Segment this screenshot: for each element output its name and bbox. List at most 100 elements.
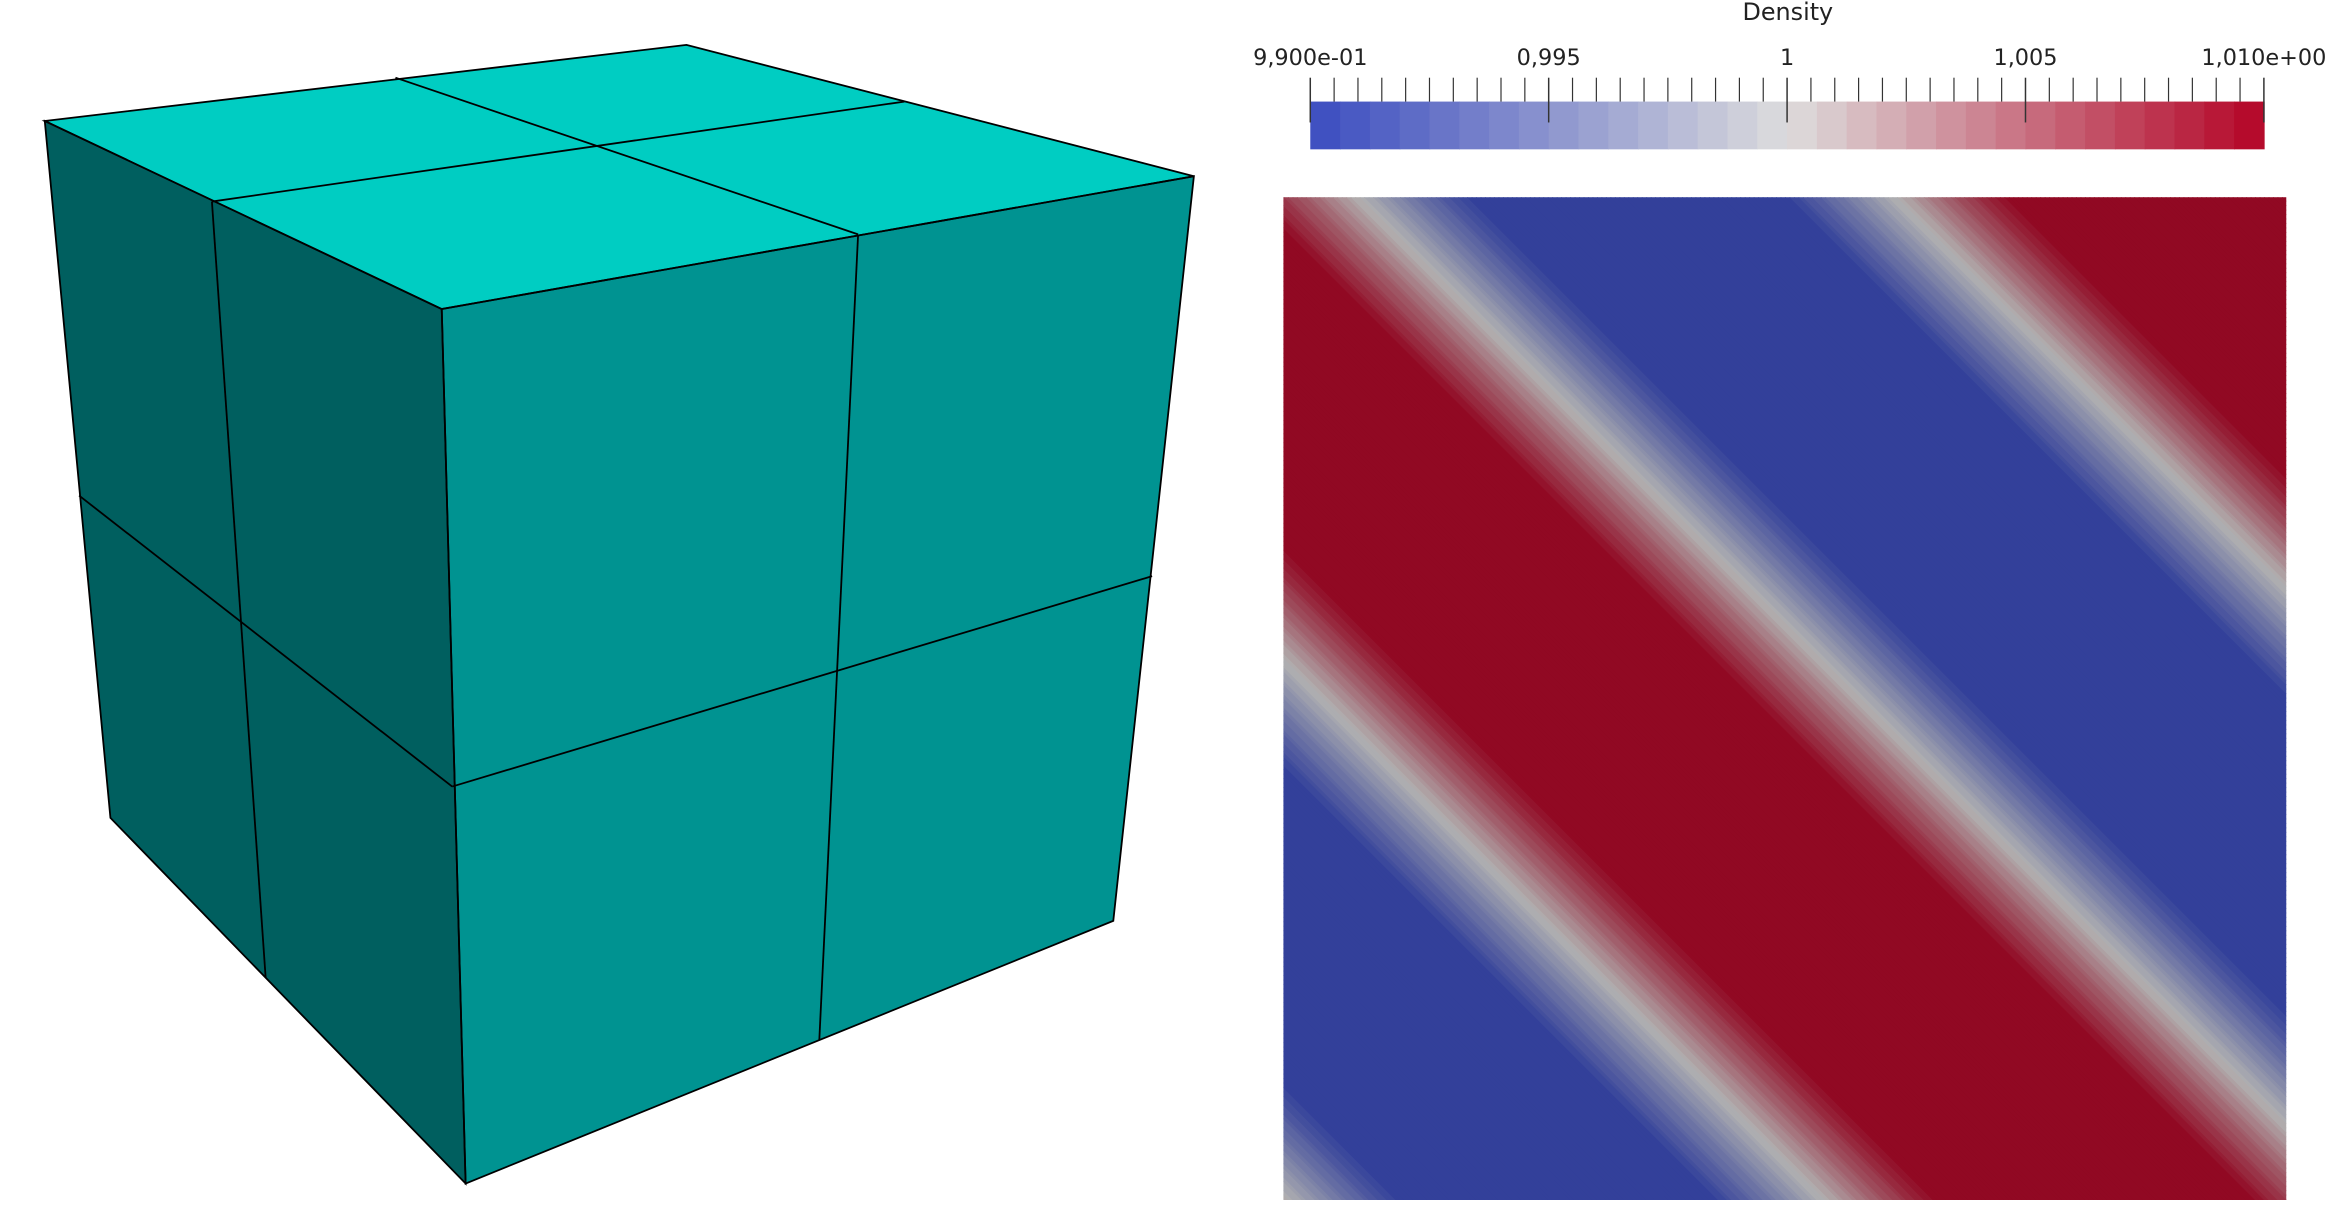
slice-stripe <box>2245 197 2287 238</box>
slice-stripe <box>1722 197 2287 762</box>
slice-stripe <box>1914 197 2287 569</box>
slice-stripe <box>1834 197 2287 650</box>
legend-tick-label: 1,010e+00 <box>2201 45 2326 71</box>
slice-stripe <box>1744 197 2287 739</box>
slice-stripe <box>1937 197 2287 547</box>
slice-stripe <box>1910 197 2287 574</box>
legend-band <box>1608 101 1639 150</box>
slice-stripe <box>2187 197 2287 296</box>
slice-stripe <box>2031 197 2287 453</box>
slice-stripe <box>1399 197 2287 1084</box>
slice-stripe <box>1498 197 2287 986</box>
slice-stripe <box>1901 197 2287 583</box>
legend-band <box>1310 101 1341 150</box>
slice-stripe <box>1574 197 2287 909</box>
slice-stripe <box>1681 197 2287 802</box>
slice-stripe <box>1735 197 2287 748</box>
slice-stripe <box>2250 197 2287 233</box>
slice-stripe <box>1565 197 2287 918</box>
slice-stripe <box>2129 197 2287 354</box>
slice-stripe <box>1623 197 2287 860</box>
slice-stripe <box>1843 197 2287 641</box>
slice-stripe <box>1695 197 2287 789</box>
slice-stripe <box>1404 197 2287 1080</box>
slice-stripe <box>1838 197 2287 645</box>
slice-stripe <box>2160 197 2287 323</box>
slice-stripe <box>1323 197 2287 1160</box>
slice-stripe <box>1475 197 2287 1008</box>
slice-stripe <box>1802 197 2287 681</box>
legend-band <box>2025 101 2057 150</box>
slice-stripe <box>1959 197 2287 524</box>
legend-band <box>1518 101 1550 150</box>
slice-stripe <box>2125 197 2287 359</box>
cube-front-face <box>441 176 1194 1184</box>
slice-stripe <box>1601 197 2287 883</box>
legend-band <box>1757 101 1788 150</box>
slice-stripe <box>1923 197 2287 560</box>
legend-tick-label: 0,995 <box>1517 45 1581 71</box>
legend-band <box>1965 101 1997 150</box>
slice-stripe <box>2134 197 2287 350</box>
legend-band <box>1638 101 1669 150</box>
slice-stripe <box>1422 197 2287 1062</box>
legend-band <box>2144 101 2176 150</box>
legend-band <box>1936 101 1967 150</box>
slice-stripe <box>1766 197 2287 717</box>
slice-stripe <box>1596 197 2287 887</box>
slice-stripe <box>2183 197 2287 301</box>
slice-stripe <box>1972 197 2287 511</box>
slice-stripe <box>1659 197 2287 824</box>
slice-stripe <box>2138 197 2287 345</box>
slice-stripe <box>2013 197 2287 471</box>
slice-stripe <box>2044 197 2287 439</box>
slice-stripe <box>1507 197 2287 977</box>
slice-stripe <box>2205 197 2287 278</box>
slice-stripe <box>1708 197 2287 775</box>
slice-stripe <box>1990 197 2287 493</box>
slice-stripe <box>2174 197 2287 310</box>
slice-stripe <box>1560 197 2287 923</box>
legend-band <box>1816 101 1848 150</box>
slice-stripe <box>1529 197 2287 954</box>
slice-stripe <box>1489 197 2287 995</box>
slice-stripe <box>1350 197 2287 1133</box>
slice-stripe <box>1372 197 2287 1111</box>
slice-stripe <box>1686 197 2287 798</box>
slice-stripe <box>1704 197 2287 780</box>
slice-stripe <box>1941 197 2287 542</box>
slice-stripe <box>1538 197 2287 945</box>
legend-band <box>1697 101 1729 150</box>
slice-stripe <box>1878 197 2287 605</box>
slice-stripe <box>2263 197 2287 220</box>
slice-stripe <box>2035 197 2287 448</box>
slice-stripe <box>1789 197 2287 695</box>
legend-title: Density <box>1742 0 1833 26</box>
legend-band <box>1578 101 1610 150</box>
slice-stripe <box>2098 197 2287 386</box>
slice-stripe <box>1301 197 2287 1183</box>
slice-stripe <box>1493 197 2287 990</box>
slice-stripe <box>1811 197 2287 672</box>
slice-stripe <box>1547 197 2287 936</box>
slice-stripe <box>1346 197 2287 1138</box>
slice-stripe <box>1619 197 2287 865</box>
legend-band <box>1906 101 1937 150</box>
slice-stripe <box>1968 197 2287 515</box>
slice-stripe <box>1480 197 2287 1003</box>
slice-stripe <box>1950 197 2287 533</box>
slice-stripe <box>1583 197 2287 900</box>
slice-stripe <box>1332 197 2287 1151</box>
slice-stripe <box>1677 197 2287 806</box>
slice-stripe <box>1484 197 2287 999</box>
slice-stripe <box>1784 197 2287 699</box>
slice-stripe <box>2232 197 2287 251</box>
slice-stripe <box>1587 197 2287 896</box>
slice-stripe <box>1650 197 2287 833</box>
slice-stripe <box>1431 197 2287 1053</box>
slice-stripe <box>1887 197 2287 596</box>
legend-band <box>2174 101 2206 150</box>
slice-stripe <box>1717 197 2287 766</box>
